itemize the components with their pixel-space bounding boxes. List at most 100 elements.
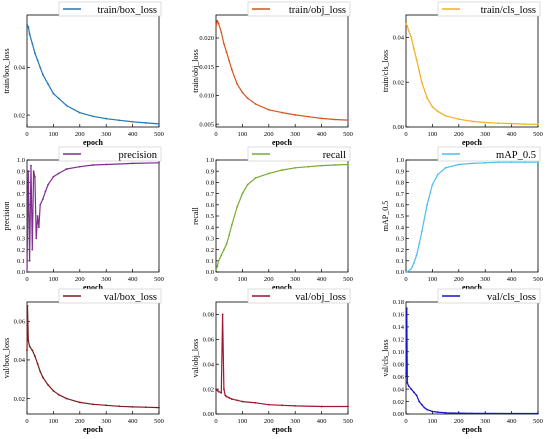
data-point <box>223 42 225 45</box>
data-point <box>37 226 40 229</box>
y-tick-label: 0.04 <box>393 386 405 393</box>
x-tick-label: 400 <box>128 418 138 425</box>
data-point <box>246 183 249 186</box>
data-point <box>220 391 223 394</box>
y-axis-label: train/obj_loss <box>191 49 200 93</box>
data-point <box>35 237 38 240</box>
data-point <box>217 259 220 262</box>
y-axis-label: mAP_0.5 <box>381 201 390 231</box>
x-tick-label: 200 <box>264 418 274 425</box>
data-point <box>484 121 487 124</box>
y-tick-label: 0.2 <box>206 247 214 254</box>
data-point <box>523 123 526 125</box>
data-point <box>254 401 257 404</box>
data-point <box>436 110 439 113</box>
plot-frame <box>26 301 160 415</box>
x-tick-label: 500 <box>154 418 164 425</box>
y-axis-label: val/obj_loss <box>191 339 200 378</box>
data-point <box>406 25 409 28</box>
data-point <box>444 411 447 414</box>
data-point <box>444 166 447 169</box>
y-tick-label: 0.9 <box>396 168 404 175</box>
y-axis-label: val/box_loss <box>2 338 11 378</box>
x-tick-label: 0 <box>214 276 217 283</box>
y-tick-label: 0.2 <box>396 247 404 254</box>
data-point <box>333 164 336 166</box>
data-point <box>415 394 418 397</box>
panel-val-cls-loss: 0 100 200 300 400 500 0.00 0.02 0.04 0.06 0.08 0.10… <box>381 288 543 434</box>
data-point <box>65 397 68 400</box>
data-point <box>423 406 426 409</box>
data-point <box>34 175 36 178</box>
legend-box <box>247 1 351 17</box>
plot-frame <box>215 14 349 128</box>
legend-label: precision <box>119 150 158 161</box>
data-point <box>418 400 421 403</box>
x-tick-label: 0 <box>25 131 28 138</box>
series-line <box>26 305 160 409</box>
y-axis-label: train/cls_loss <box>381 50 390 92</box>
data-point <box>413 262 415 264</box>
y-tick-label: 0.06 <box>393 374 405 381</box>
data-point <box>254 177 257 179</box>
x-tick-label: 200 <box>454 418 464 425</box>
data-point <box>418 243 421 245</box>
plot-frame <box>405 301 539 415</box>
x-tick-label: 400 <box>128 276 138 283</box>
x-tick-label: 500 <box>533 276 543 283</box>
data-point <box>27 26 30 28</box>
x-tick-label: 0 <box>214 131 217 138</box>
data-point <box>510 122 513 125</box>
x-tick-label: 300 <box>290 131 300 138</box>
y-tick-label: 0.8 <box>17 180 25 187</box>
y-tick-label: 0.6 <box>206 202 215 209</box>
data-point <box>57 393 60 396</box>
y-tick-label: 0.005 <box>199 121 214 128</box>
y-tick-label: 0.3 <box>396 236 404 243</box>
data-point <box>405 307 408 310</box>
data-point <box>221 313 224 316</box>
data-point <box>105 117 108 120</box>
data-point <box>415 58 418 61</box>
data-point <box>267 403 270 406</box>
data-point <box>406 271 409 273</box>
data-point <box>281 169 283 171</box>
data-point <box>426 203 429 206</box>
y-tick-label: 0.00 <box>393 411 404 418</box>
x-tick-label: 500 <box>343 276 353 283</box>
data-point <box>267 108 270 111</box>
x-tick-label: 500 <box>533 418 543 425</box>
data-point <box>431 183 434 186</box>
series-line <box>26 24 160 125</box>
y-axis-label: val/cls_loss <box>381 339 390 376</box>
data-point <box>307 165 310 168</box>
data-point <box>41 73 44 76</box>
data-point <box>224 394 227 397</box>
legend-label: mAP_0.5 <box>496 150 536 161</box>
data-point <box>523 161 526 164</box>
x-tick-label: 500 <box>154 131 164 138</box>
y-tick-label: 0.7 <box>396 191 405 198</box>
x-tick-label: 300 <box>290 276 300 283</box>
series-line <box>405 307 538 415</box>
x-tick-label: 500 <box>343 418 353 425</box>
plot-frame <box>215 301 349 415</box>
x-tick-label: 200 <box>454 276 464 283</box>
data-point <box>92 403 94 406</box>
x-tick-label: 200 <box>75 131 85 138</box>
data-point <box>158 123 160 125</box>
y-tick-label: 0.02 <box>393 79 404 86</box>
data-point <box>457 412 460 414</box>
data-point <box>418 70 421 72</box>
data-point <box>405 23 407 25</box>
y-tick-label: 0.010 <box>199 93 214 100</box>
data-point <box>31 42 34 45</box>
data-point <box>347 163 349 166</box>
y-tick-label: 0.1 <box>396 258 404 265</box>
data-point <box>31 248 34 251</box>
data-point <box>39 370 42 373</box>
x-tick-label: 200 <box>264 276 274 283</box>
legend-box <box>437 288 541 304</box>
data-point <box>41 376 44 379</box>
data-point <box>47 183 50 186</box>
